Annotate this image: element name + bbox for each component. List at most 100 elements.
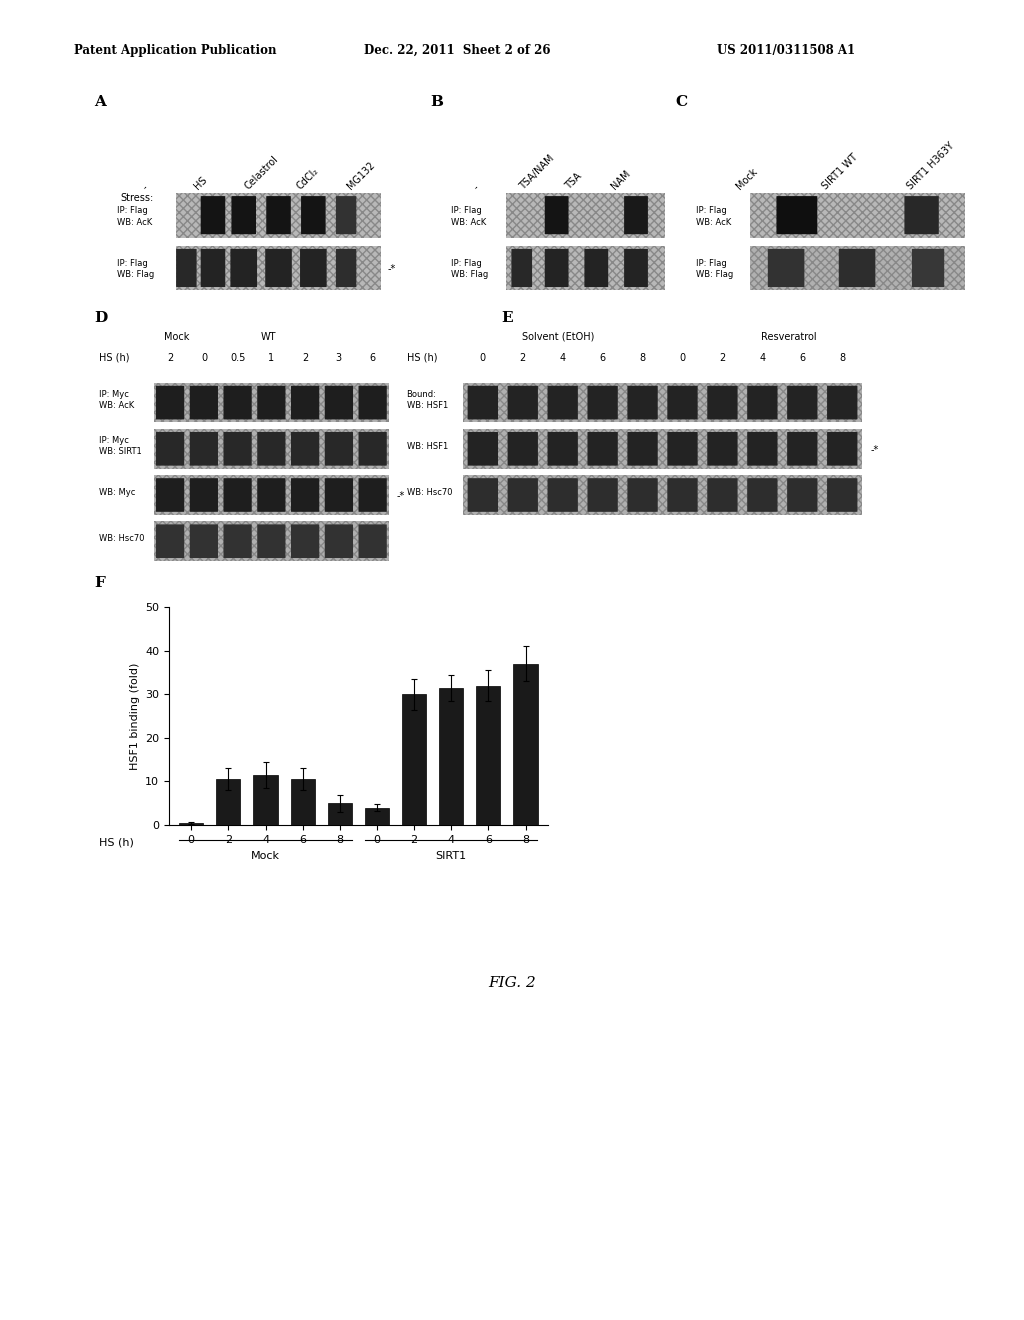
FancyBboxPatch shape	[787, 432, 817, 466]
Text: -*: -*	[870, 444, 879, 454]
Text: SIRT1 H363Y: SIRT1 H363Y	[905, 140, 956, 191]
Text: -*: -*	[396, 490, 404, 500]
Text: WB: Myc: WB: Myc	[99, 488, 136, 496]
FancyBboxPatch shape	[912, 249, 944, 286]
FancyBboxPatch shape	[156, 524, 184, 558]
Text: IP: Flag
WB: Flag: IP: Flag WB: Flag	[117, 259, 154, 280]
Bar	[513, 664, 538, 825]
Text: IP: Flag
WB: AcK: IP: Flag WB: AcK	[451, 206, 485, 227]
FancyBboxPatch shape	[768, 249, 805, 286]
FancyBboxPatch shape	[189, 432, 218, 466]
FancyBboxPatch shape	[156, 432, 184, 466]
FancyBboxPatch shape	[189, 524, 218, 558]
FancyBboxPatch shape	[827, 385, 857, 420]
Bar	[291, 779, 314, 825]
FancyBboxPatch shape	[624, 197, 648, 234]
Text: Dec. 22, 2011  Sheet 2 of 26: Dec. 22, 2011 Sheet 2 of 26	[364, 44, 550, 57]
FancyBboxPatch shape	[223, 524, 252, 558]
Text: 2: 2	[719, 352, 726, 363]
FancyBboxPatch shape	[189, 385, 218, 420]
FancyBboxPatch shape	[189, 478, 218, 512]
Text: Resveratrol: Resveratrol	[761, 331, 816, 342]
FancyBboxPatch shape	[548, 432, 578, 466]
FancyBboxPatch shape	[628, 385, 657, 420]
FancyBboxPatch shape	[904, 197, 939, 234]
FancyBboxPatch shape	[628, 478, 657, 512]
FancyBboxPatch shape	[230, 249, 257, 286]
Text: Patent Application Publication: Patent Application Publication	[74, 44, 276, 57]
FancyBboxPatch shape	[748, 478, 777, 512]
FancyBboxPatch shape	[839, 249, 876, 286]
FancyBboxPatch shape	[468, 385, 498, 420]
FancyBboxPatch shape	[291, 478, 319, 512]
FancyBboxPatch shape	[336, 249, 356, 286]
Text: 6: 6	[370, 352, 376, 363]
FancyBboxPatch shape	[628, 432, 657, 466]
Text: Mock: Mock	[735, 166, 760, 191]
Text: F: F	[94, 577, 105, 590]
Text: Stress:: Stress:	[121, 193, 154, 203]
Text: 1: 1	[268, 352, 274, 363]
FancyBboxPatch shape	[548, 385, 578, 420]
Text: 8: 8	[840, 352, 845, 363]
Bar	[439, 688, 463, 825]
FancyBboxPatch shape	[257, 478, 286, 512]
FancyBboxPatch shape	[223, 432, 252, 466]
FancyBboxPatch shape	[291, 524, 319, 558]
Text: B: B	[430, 95, 443, 108]
Bar	[328, 803, 352, 825]
FancyBboxPatch shape	[301, 197, 326, 234]
FancyBboxPatch shape	[325, 524, 353, 558]
FancyBboxPatch shape	[585, 249, 608, 286]
Text: IP: Flag
WB: Flag: IP: Flag WB: Flag	[451, 259, 487, 280]
Text: Celastrol: Celastrol	[244, 154, 281, 191]
FancyBboxPatch shape	[325, 432, 353, 466]
Bar	[179, 822, 204, 825]
FancyBboxPatch shape	[827, 432, 857, 466]
FancyBboxPatch shape	[468, 478, 498, 512]
FancyBboxPatch shape	[336, 197, 356, 234]
FancyBboxPatch shape	[511, 249, 532, 286]
Text: IP: Flag
WB: AcK: IP: Flag WB: AcK	[696, 206, 731, 227]
Text: FIG. 2: FIG. 2	[488, 977, 536, 990]
Text: IP: Flag
WB: AcK: IP: Flag WB: AcK	[117, 206, 152, 227]
Text: TSA/NAM: TSA/NAM	[517, 153, 556, 191]
Text: HS (h): HS (h)	[99, 352, 130, 363]
Text: 3: 3	[336, 352, 342, 363]
FancyBboxPatch shape	[787, 478, 817, 512]
FancyBboxPatch shape	[291, 385, 319, 420]
Bar	[254, 775, 278, 825]
FancyBboxPatch shape	[201, 249, 225, 286]
Text: HS (h): HS (h)	[99, 837, 134, 847]
Text: IP: Flag
WB: Flag: IP: Flag WB: Flag	[696, 259, 733, 280]
FancyBboxPatch shape	[300, 249, 327, 286]
FancyBboxPatch shape	[201, 197, 225, 234]
FancyBboxPatch shape	[545, 197, 568, 234]
Bar	[365, 808, 389, 825]
Text: SIRT1: SIRT1	[435, 851, 467, 861]
FancyBboxPatch shape	[358, 478, 387, 512]
FancyBboxPatch shape	[265, 249, 292, 286]
FancyBboxPatch shape	[257, 432, 286, 466]
FancyBboxPatch shape	[257, 524, 286, 558]
FancyBboxPatch shape	[545, 249, 568, 286]
Text: Solvent (EtOH): Solvent (EtOH)	[522, 331, 594, 342]
FancyBboxPatch shape	[548, 478, 578, 512]
FancyBboxPatch shape	[468, 432, 498, 466]
FancyBboxPatch shape	[624, 249, 648, 286]
FancyBboxPatch shape	[668, 385, 697, 420]
Text: HS: HS	[193, 174, 209, 191]
FancyBboxPatch shape	[291, 432, 319, 466]
Text: 2: 2	[519, 352, 526, 363]
Text: Mock: Mock	[164, 331, 189, 342]
Text: 4: 4	[760, 352, 765, 363]
Text: CdCl₂: CdCl₂	[295, 166, 321, 191]
FancyBboxPatch shape	[257, 385, 286, 420]
FancyBboxPatch shape	[325, 478, 353, 512]
FancyBboxPatch shape	[827, 478, 857, 512]
Text: Bound:
WB: HSF1: Bound: WB: HSF1	[407, 389, 447, 411]
FancyBboxPatch shape	[508, 385, 538, 420]
Text: WB: HSF1: WB: HSF1	[407, 442, 447, 450]
FancyBboxPatch shape	[776, 197, 817, 234]
Text: 0.5: 0.5	[230, 352, 246, 363]
